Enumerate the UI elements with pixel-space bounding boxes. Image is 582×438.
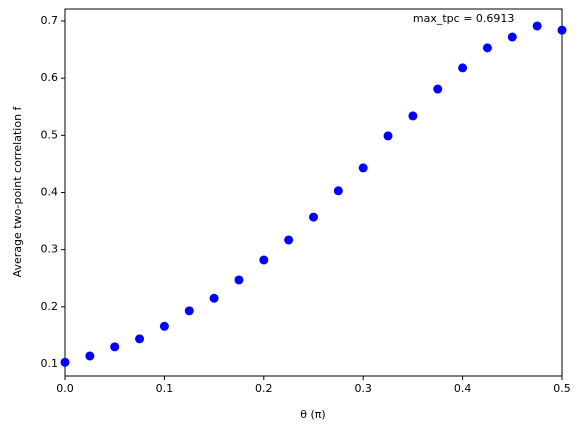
- y-tick-label: 0.7: [41, 14, 59, 27]
- y-tick-label: 0.1: [41, 357, 59, 370]
- x-tick-label: 0.0: [56, 382, 74, 395]
- point: [209, 293, 219, 303]
- point: [284, 235, 294, 245]
- annotation: max_tpc = 0.6913: [413, 12, 515, 25]
- point: [433, 84, 443, 94]
- point: [532, 21, 542, 31]
- point: [85, 351, 95, 361]
- point: [507, 32, 517, 42]
- x-tick-label: 0.2: [255, 382, 273, 395]
- point: [259, 255, 269, 265]
- point: [358, 163, 368, 173]
- x-tick-label: 0.3: [354, 382, 372, 395]
- point: [482, 43, 492, 53]
- y-tick-label: 0.5: [41, 128, 59, 141]
- y-tick-label: 0.3: [41, 243, 59, 256]
- point: [184, 306, 194, 316]
- point: [557, 25, 567, 35]
- point: [110, 342, 120, 352]
- y-axis-label: Average two-point correlation f: [11, 105, 24, 277]
- y-tick-label: 0.2: [41, 300, 59, 313]
- y-tick-label: 0.6: [41, 71, 59, 84]
- point: [60, 357, 70, 367]
- point: [309, 212, 318, 222]
- x-tick-label: 0.4: [454, 382, 472, 395]
- point: [408, 111, 418, 121]
- point: [383, 131, 393, 141]
- x-tick-label: 0.5: [553, 382, 571, 395]
- axes-frame: [64, 8, 563, 377]
- point: [234, 275, 244, 285]
- point: [458, 63, 468, 73]
- y-tick-label: 0.4: [41, 186, 59, 199]
- x-axis-label: θ (π): [300, 408, 325, 421]
- x-tick-label: 0.1: [156, 382, 174, 395]
- point: [333, 186, 343, 196]
- point: [159, 321, 169, 331]
- point: [135, 334, 145, 344]
